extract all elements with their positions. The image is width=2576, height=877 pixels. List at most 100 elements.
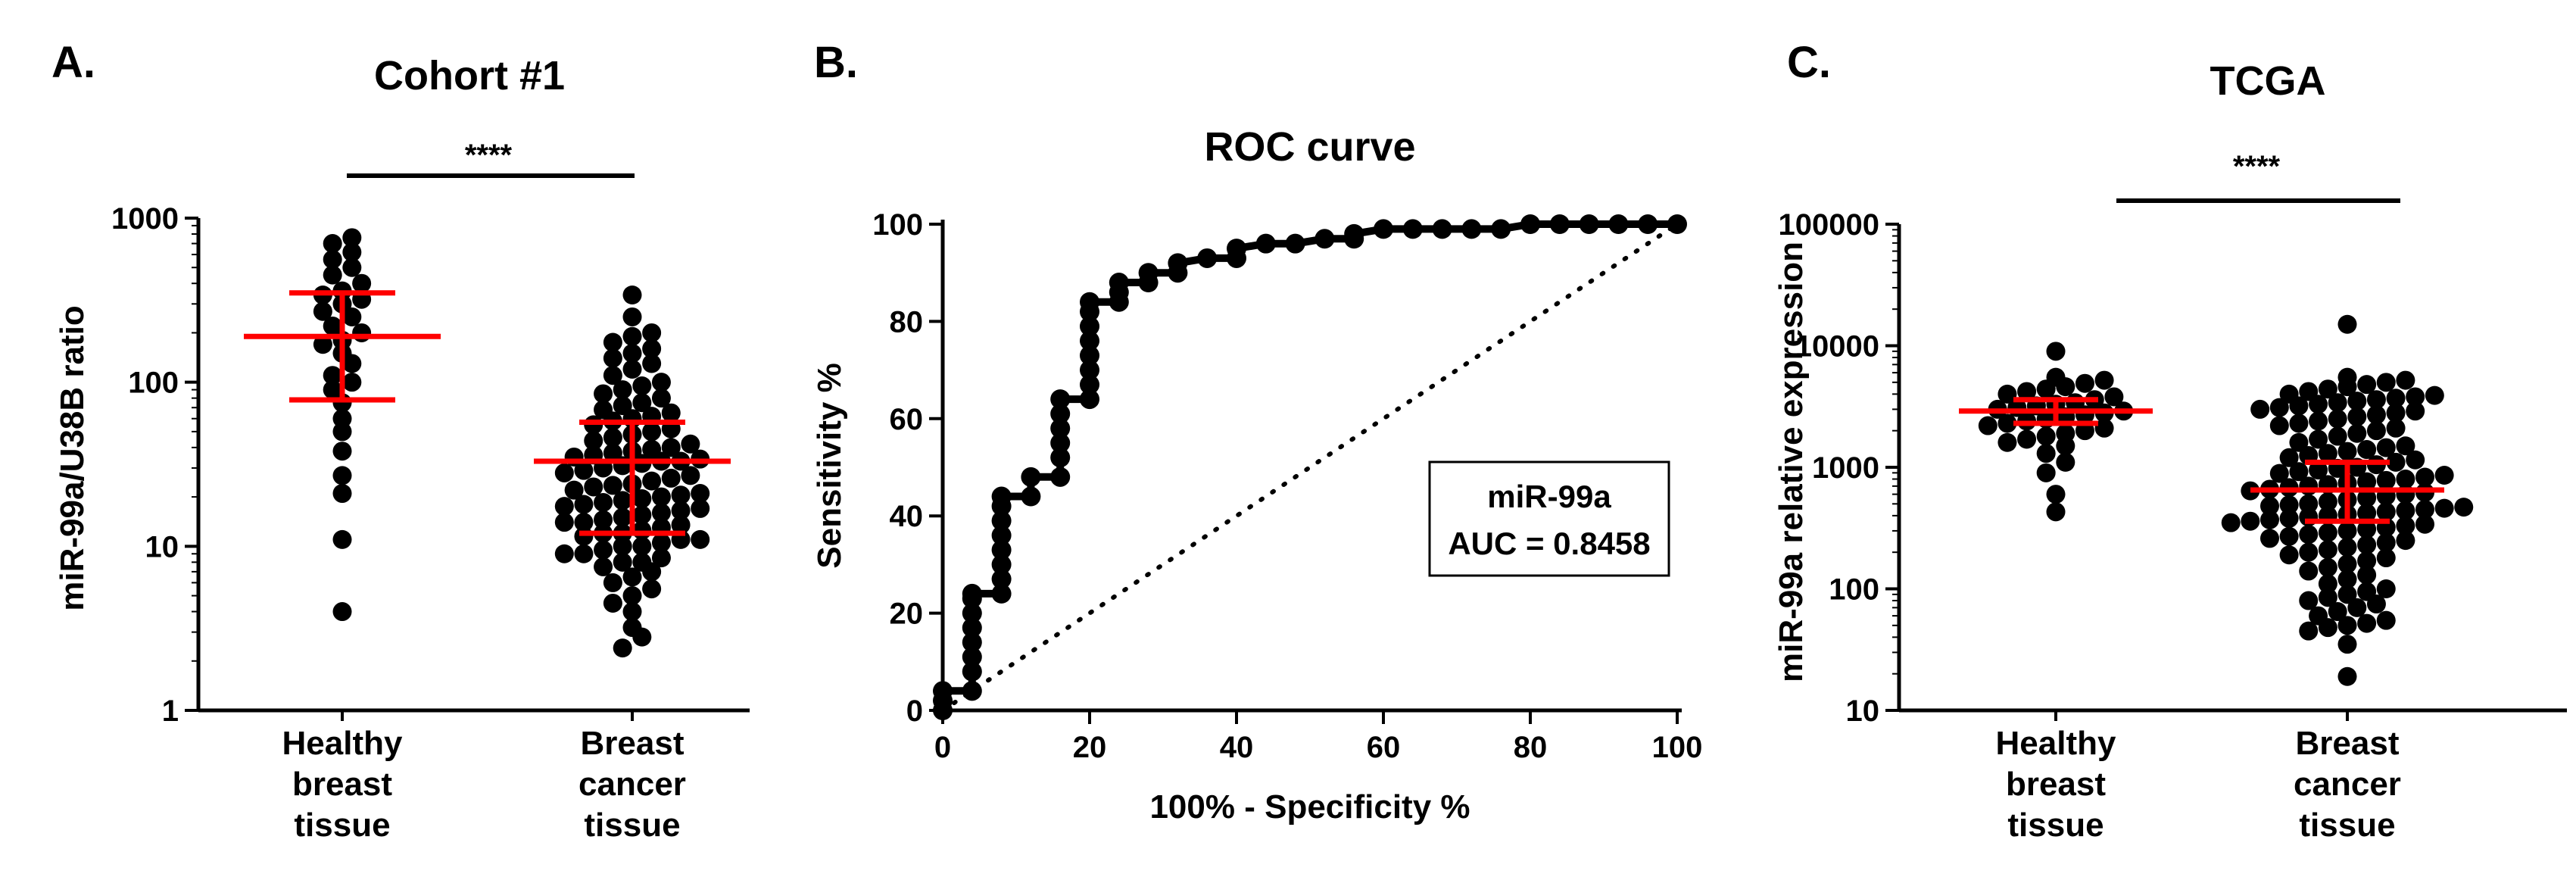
panel-a-category-label-1-2: tissue: [584, 807, 680, 844]
panel-c-point-g1: [2337, 521, 2357, 541]
panel-a-point-g1: [594, 510, 613, 529]
panel-c-point-g1: [2415, 500, 2434, 520]
panel-c-point-g1: [2299, 542, 2319, 562]
panel-b-roc-point: [1667, 214, 1687, 234]
panel-a-point-g1: [574, 513, 594, 532]
panel-b-roc-point: [1638, 214, 1658, 234]
panel-c-summary-bars: [1959, 397, 2444, 524]
panel-c-point-g1: [2260, 529, 2279, 548]
panel-b-roc-point: [1050, 404, 1071, 424]
panel-b-roc-point: [1491, 219, 1511, 239]
panel-c-point-g1: [2386, 452, 2406, 472]
panel-c-point-g1: [2357, 535, 2377, 554]
panel-b-roc-point: [1315, 229, 1335, 249]
panel-b-roc-point: [1080, 389, 1099, 410]
panel-c-point-g1: [2318, 540, 2337, 560]
panel-c-point-g1: [2357, 551, 2377, 571]
panel-c-point-g1: [2309, 411, 2328, 431]
panel-a-point-g0: [323, 250, 342, 270]
panel-c-point-g1: [2337, 635, 2357, 654]
panel-a-title: Cohort #1: [374, 53, 565, 98]
panel-b-y-tick-label-3: 60: [890, 403, 924, 436]
panel-b-legend-auc: AUC = 0.8458: [1448, 526, 1650, 561]
panel-c-point-g1: [2318, 574, 2337, 594]
panel-c-y-tick-label-4: 100000: [1779, 208, 1879, 242]
panel-c-point-g1: [2318, 379, 2337, 399]
panel-b-roc-point: [1080, 345, 1099, 366]
panel-a-point-g1: [671, 515, 691, 535]
panel-c-category-label-1-0: Breast: [2296, 725, 2400, 762]
panel-c-point-g1: [2299, 476, 2319, 496]
panel-b-roc-point: [1050, 448, 1071, 468]
panel-b-x-tick-label-5: 100: [1652, 731, 1703, 764]
panel-a-point-g1: [574, 526, 594, 546]
panel-c-point-g1: [2260, 496, 2279, 516]
panel-c-point-g1: [2396, 436, 2415, 456]
panel-c-point-g1: [2357, 565, 2377, 585]
panel-a-point-g1: [574, 495, 594, 514]
panel-a-point-g0: [332, 484, 352, 504]
panel-c-y-tick-label-1: 100: [1829, 573, 1879, 607]
panel-c-significance: ****: [2233, 150, 2281, 183]
panel-a-point-g1: [642, 422, 662, 442]
panel-b-ticks: 0 20 40 60 80 100 0 20 40 60 80 100: [872, 208, 1702, 764]
panel-b-roc-point: [1227, 239, 1246, 259]
panel-b-roc-point: [1050, 467, 1071, 487]
panel-c-point-g1: [2376, 579, 2396, 598]
panel-b-roc-point: [962, 661, 982, 682]
panel-c-point-g1: [2357, 472, 2377, 492]
panel-c-category-label-0-1: breast: [2006, 766, 2106, 803]
panel-a-y-ticks: 1 10 100 1000: [111, 202, 198, 728]
panel-a-point-g1: [554, 463, 574, 482]
panel-a-point-g1: [642, 323, 662, 342]
panel-c-point-g0: [2094, 418, 2114, 438]
panel-c-category-label-1-1: cancer: [2294, 766, 2401, 803]
panel-c-point-g1: [2309, 460, 2328, 480]
panel-c-point-g1: [2299, 561, 2319, 581]
panel-c-point-g0: [2046, 342, 2066, 361]
panel-a-point-g1: [651, 373, 671, 392]
panel-c-point-g1: [2376, 373, 2396, 392]
panel-c-point-g0: [2036, 379, 2056, 399]
panel-c-point-g1: [2376, 532, 2396, 552]
panel-a-y-tick-label-2: 100: [128, 367, 179, 400]
panel-a-point-g1: [642, 339, 662, 358]
panel-b-roc-point: [1138, 263, 1159, 283]
panel-a-point-g1: [691, 498, 710, 518]
panel-a-point-g1: [622, 286, 642, 305]
panel-c-point-g1: [2434, 498, 2454, 518]
panel-c-point-g1: [2357, 503, 2377, 523]
panel-a-point-g1: [691, 484, 710, 504]
panel-c-point-g1: [2347, 407, 2367, 426]
panel-b-roc-point: [962, 583, 982, 604]
panel-b-roc-point: [962, 603, 982, 623]
panel-c-point-g1: [2241, 511, 2260, 531]
panel-c-point-g0: [2104, 387, 2124, 407]
panel-a-point-g1: [632, 376, 652, 395]
panel-a-point-g1: [622, 567, 642, 587]
panel-c-point-g1: [2328, 409, 2347, 429]
panel-a-point-g1: [632, 505, 652, 525]
panel-b-roc-point: [1080, 331, 1099, 351]
panel-a-y-tick-label-1: 10: [145, 530, 179, 563]
panel-c-point-g1: [2357, 520, 2377, 539]
panel-a-point-g1: [651, 487, 671, 507]
panel-c-point-g1: [2415, 514, 2434, 534]
panel-b-roc-point: [991, 554, 1012, 575]
panel-b-roc-point: [962, 617, 982, 638]
panel-b-roc-point: [933, 681, 953, 701]
panel-c-point-g0: [2056, 436, 2075, 456]
panel-b-roc-point: [1432, 219, 1452, 239]
panel-a-point-g1: [613, 552, 632, 572]
panel-a-point-g0: [323, 380, 342, 400]
panel-c-point-g1: [2337, 314, 2357, 334]
panel-a-point-g1: [681, 466, 700, 485]
panel-c-point-g1: [2289, 396, 2309, 416]
panel-a-point-g0: [352, 273, 372, 293]
panel-b-roc-point: [1344, 223, 1364, 244]
panel-b-x-tick-label-0: 0: [934, 731, 951, 764]
panel-c-point-g1: [2357, 488, 2377, 507]
panel-c-point-g1: [2279, 545, 2299, 565]
